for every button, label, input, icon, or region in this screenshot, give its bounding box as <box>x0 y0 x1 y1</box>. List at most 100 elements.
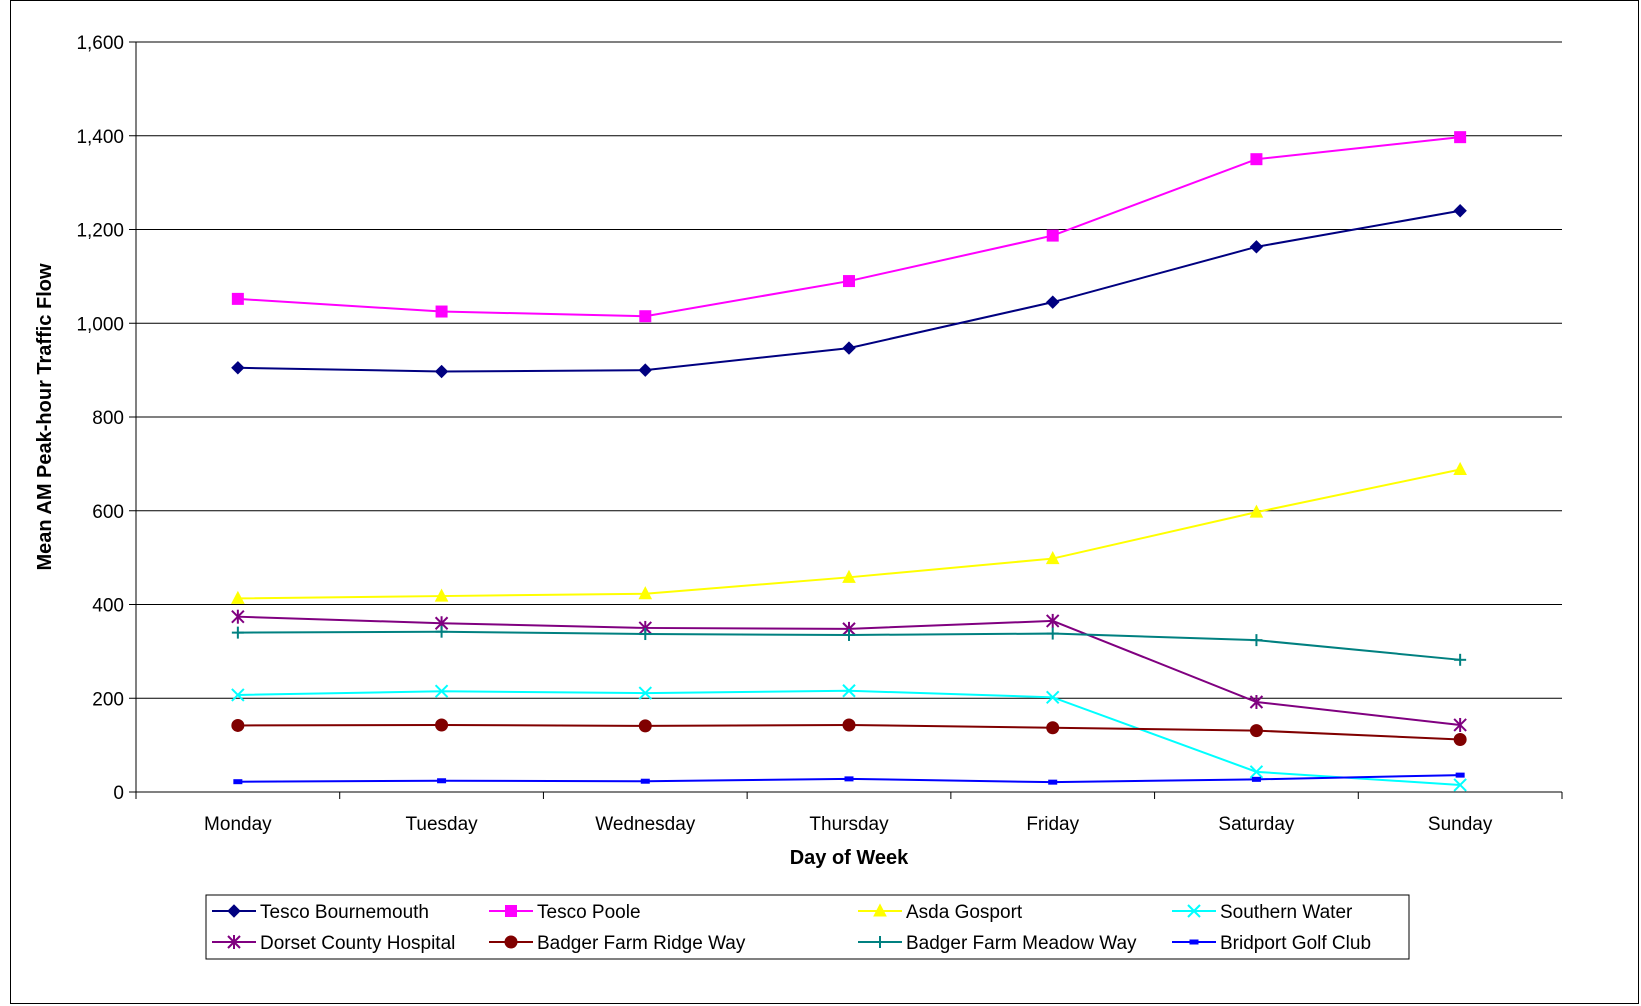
data-point-marker <box>231 292 244 305</box>
data-point-marker <box>1453 717 1467 732</box>
series-line <box>237 136 1461 318</box>
x-tick-label: Wednesday <box>595 814 695 835</box>
legend-item: Badger Farm Meadow Way <box>858 933 1137 954</box>
y-tick-label: 200 <box>92 689 124 710</box>
axes <box>129 41 1563 799</box>
y-tick-label: 0 <box>113 783 124 804</box>
data-point-marker <box>843 275 855 288</box>
data-point-marker <box>638 363 652 377</box>
y-tick-label: 1,000 <box>76 314 124 335</box>
legend-item: Asda Gosport <box>858 902 1023 923</box>
legend-label: Southern Water <box>1220 902 1353 923</box>
x-tick-label: Tuesday <box>405 814 478 835</box>
data-point-marker <box>434 364 449 379</box>
y-tick-label: 800 <box>92 408 124 429</box>
data-point-marker <box>639 628 652 641</box>
data-point-marker <box>639 310 652 323</box>
data-point-marker <box>1453 204 1467 218</box>
data-point-marker <box>842 684 856 698</box>
data-point-marker <box>231 688 245 702</box>
data-point-marker <box>231 590 245 604</box>
series-tesco-bournemouth <box>231 204 1467 379</box>
data-point-marker <box>1249 695 1264 709</box>
data-point-marker <box>437 778 447 784</box>
data-point-marker <box>1453 778 1467 792</box>
series-tesco-poole <box>231 131 1467 323</box>
legend-item: Bridport Golf Club <box>1172 933 1371 954</box>
y-tick-label: 1,400 <box>76 127 124 148</box>
data-point-marker <box>1251 776 1261 782</box>
data-point-marker <box>1454 131 1467 144</box>
data-point-marker <box>873 903 887 917</box>
data-point-marker <box>638 686 652 700</box>
data-point-marker <box>1249 240 1264 254</box>
data-point-marker <box>231 626 244 639</box>
y-tick-label: 1,200 <box>76 221 124 242</box>
legend-item: Tesco Poole <box>489 902 641 923</box>
x-tick-label: Monday <box>204 814 272 835</box>
x-tick-label: Saturday <box>1218 814 1295 835</box>
data-point-marker <box>640 778 650 784</box>
data-point-marker <box>1046 690 1060 705</box>
series-bridport-golf-club <box>233 772 1465 785</box>
data-point-marker <box>1046 295 1060 309</box>
gridlines <box>136 41 1562 699</box>
y-tick-label: 600 <box>92 502 124 523</box>
legend-label: Tesco Bournemouth <box>260 902 429 923</box>
data-point-marker <box>231 718 245 732</box>
data-point-marker <box>233 779 243 785</box>
legend-label: Badger Farm Meadow Way <box>906 933 1137 954</box>
data-point-marker <box>1249 724 1263 738</box>
data-point-marker <box>1046 721 1060 735</box>
data-point-marker <box>435 305 448 318</box>
data-point-marker <box>1187 904 1201 918</box>
legend-label: Bridport Golf Club <box>1220 933 1371 954</box>
data-point-marker <box>1045 550 1060 565</box>
data-point-marker <box>1250 634 1263 647</box>
data-point-marker <box>1455 772 1465 778</box>
data-point-marker <box>231 609 245 624</box>
data-point-marker <box>504 935 518 949</box>
legend-item: Badger Farm Ridge Way <box>489 933 746 954</box>
data-point-marker <box>1453 733 1467 746</box>
y-tick-label: 1,600 <box>76 33 124 54</box>
data-point-marker <box>844 776 854 782</box>
y-axis-title: Mean AM Peak-hour Traffic Flow <box>34 263 56 571</box>
data-point-marker <box>227 935 241 949</box>
data-point-marker <box>1046 613 1060 628</box>
series-badger-farm-meadow-way <box>231 625 1467 666</box>
data-point-marker <box>638 586 653 600</box>
legend-label: Dorset County Hospital <box>260 933 455 954</box>
data-point-marker <box>1048 779 1058 785</box>
series-asda-gosport <box>231 461 1467 604</box>
series-southern-water <box>231 684 1467 792</box>
x-tick-label: Friday <box>1026 814 1079 835</box>
x-axis-title: Day of Week <box>790 847 909 869</box>
data-point-marker <box>1249 765 1264 779</box>
x-tick-label: Sunday <box>1428 814 1493 835</box>
data-point-marker <box>435 718 449 732</box>
data-point-marker <box>842 718 856 732</box>
series-badger-farm-ridge-way <box>231 718 1467 746</box>
chart-frame <box>10 0 1639 1004</box>
x-tick-label: Thursday <box>809 814 889 835</box>
data-point-marker <box>842 341 856 355</box>
data-point-marker <box>843 628 855 641</box>
legend-box <box>205 894 1410 960</box>
legend: Tesco Bournemouth Tesco Poole Asda Gosport… <box>205 894 1410 960</box>
legend-label: Asda Gosport <box>906 902 1023 923</box>
data-point-marker <box>1249 504 1264 518</box>
data-point-marker <box>1250 153 1263 166</box>
data-point-marker <box>1046 627 1059 640</box>
series-group <box>231 131 1467 792</box>
legend-item: Southern Water <box>1172 902 1353 923</box>
data-point-marker <box>1453 461 1467 475</box>
y-tick-labels: 0 200 400 600 800 1,000 1,200 1,400 1,600 <box>76 33 124 804</box>
legend-item: Tesco Bournemouth <box>212 902 429 923</box>
data-point-marker <box>874 936 886 948</box>
legend-label: Badger Farm Ridge Way <box>537 933 746 954</box>
data-point-marker <box>505 905 517 917</box>
data-point-marker <box>1189 939 1199 945</box>
data-point-marker <box>434 684 449 698</box>
